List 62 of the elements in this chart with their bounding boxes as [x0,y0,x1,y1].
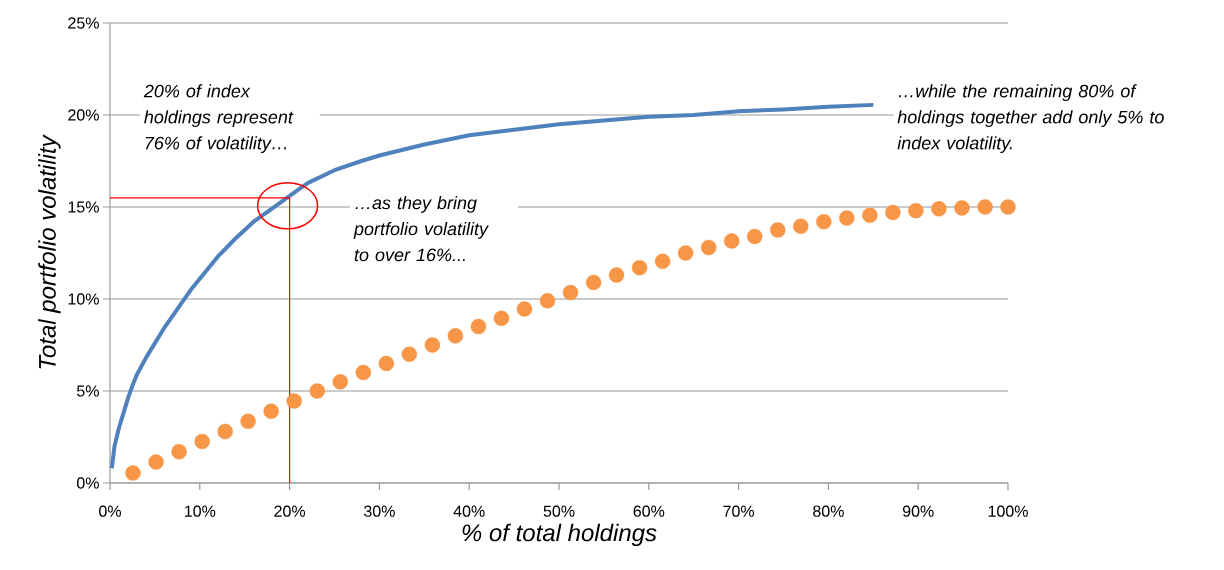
point [378,355,395,372]
y-tick-label: 10% [68,293,99,305]
y-tick-label: 25% [68,17,99,29]
x-tick-label: 20% [274,505,306,517]
point [516,301,533,317]
annotation: 20% of index holdings represent 76% of volatility… [143,84,294,153]
x-tick-label: 10% [185,505,216,517]
point [355,364,372,381]
point [793,218,809,235]
point [424,337,441,353]
point [217,423,233,440]
point [447,328,464,344]
x-tick-label: 80% [813,505,844,517]
point [816,214,832,230]
point [125,465,141,481]
x-axis-title: % of total holdings [462,523,657,547]
point [723,233,740,249]
x-tick-label: 100% [988,505,1028,517]
point [954,200,970,216]
x-tick-label: 60% [633,505,665,517]
point [539,293,556,309]
point [608,267,625,283]
x-tick-label: 40% [453,505,485,517]
point [746,228,763,245]
point [171,444,187,460]
point [885,204,901,221]
point [286,393,302,409]
point [562,284,579,301]
point [677,245,694,261]
point [263,403,279,419]
y-tick-label: 0% [76,477,99,489]
annotation: …while the remaining 80% of holdings together add only 5% to index volatility. [897,84,1164,153]
point [493,310,510,327]
x-tick-label: 50% [543,505,575,517]
point [977,199,993,215]
point [931,201,947,217]
point [585,274,602,291]
x-tick-label: 90% [902,505,934,517]
point [401,346,418,362]
y-tick-label: 20% [68,109,99,121]
point [332,374,348,390]
point [309,383,325,399]
point [654,253,671,269]
y-tick-label: 5% [77,385,99,397]
x-tick-label: 30% [364,505,395,517]
point [1000,199,1016,215]
point [194,433,210,450]
y-axis-title: Total portfolio volatility [38,134,61,369]
x-tick-label: 70% [723,505,755,517]
point [839,210,855,226]
y-tick-label: 15% [68,201,99,213]
x-tick-label: 0% [99,505,122,517]
annotation: …as they bring portfolio volatility to over 16%... [353,196,489,262]
point [862,207,878,223]
line-series [109,102,876,471]
point [240,413,256,430]
point [631,260,648,276]
point [770,222,786,238]
point [908,202,924,219]
point [470,318,487,335]
point [701,239,717,256]
point [148,454,164,470]
